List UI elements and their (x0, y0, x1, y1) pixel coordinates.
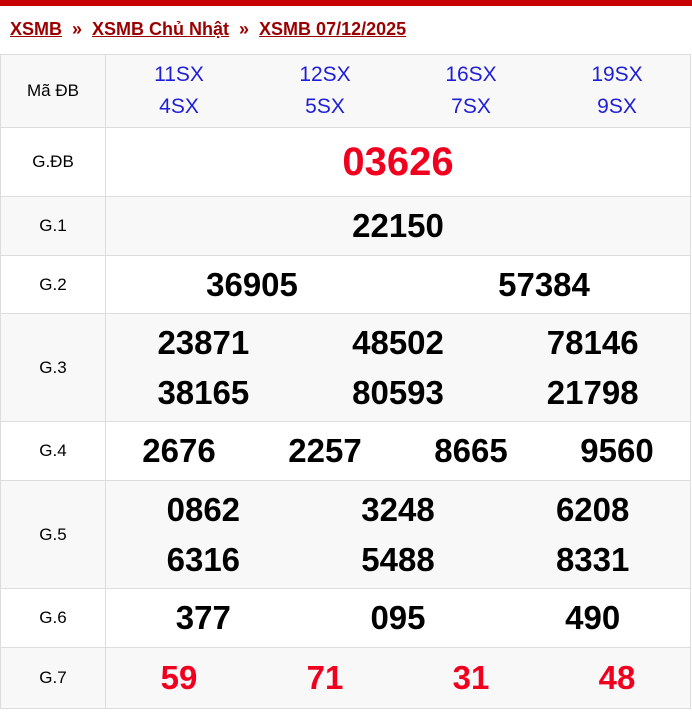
row-ma-db: Mã ĐB 11SX 12SX 16SX 19SX 4SX 5SX 7SX 9SX (0, 54, 691, 128)
number: 377 (175, 599, 231, 636)
row-label: G.7 (0, 647, 106, 709)
code: 16SX (445, 63, 497, 86)
number: 57384 (498, 265, 590, 303)
code: 7SX (451, 95, 491, 118)
row-prize-4: G.4 2676 2257 8665 9560 (0, 421, 691, 481)
number: 6208 (555, 490, 630, 528)
row-prize-7: G.7 59 71 31 48 (0, 647, 691, 709)
code: 4SX (159, 95, 199, 118)
number: 2676 (142, 432, 216, 469)
row-prize-2: G.2 36905 57384 (0, 255, 691, 314)
numbers: 2676 2257 8665 9560 (106, 426, 690, 476)
row-label: G.3 (0, 313, 106, 422)
numbers: 03626 (106, 137, 690, 187)
number: 8331 (555, 540, 630, 578)
number: 78146 (546, 323, 639, 361)
top-bar (0, 0, 692, 6)
row-label: G.6 (0, 588, 106, 648)
code: 5SX (305, 95, 345, 118)
row-prize-5: G.5 0862 3248 6208 6316 5488 8331 (0, 480, 691, 589)
number: 22150 (352, 207, 444, 244)
row-label: G.1 (0, 196, 106, 256)
breadcrumb: XSMB » XSMB Chủ Nhật » XSMB 07/12/2025 (0, 6, 692, 54)
number: 095 (370, 599, 426, 636)
breadcrumb-separator: » (72, 19, 83, 39)
number: 36905 (206, 265, 298, 303)
number: 3248 (361, 490, 435, 528)
number: 03626 (342, 140, 454, 184)
number: 2257 (288, 432, 362, 469)
number: 6316 (166, 540, 241, 578)
row-prize-6: G.6 377 095 490 (0, 588, 691, 648)
code: 19SX (591, 63, 643, 86)
numbers: 22150 (106, 201, 690, 251)
numbers: 0862 3248 6208 6316 5488 8331 (106, 485, 690, 585)
breadcrumb-xsmb-sunday[interactable]: XSMB Chủ Nhật (92, 19, 230, 39)
row-prize-3: G.3 23871 48502 78146 38165 80593 21798 (0, 313, 691, 422)
number: 59 (160, 659, 198, 696)
number: 71 (306, 659, 344, 696)
numbers: 23871 48502 78146 38165 80593 21798 (106, 318, 690, 418)
number: 48502 (352, 323, 444, 361)
number: 490 (565, 599, 621, 636)
number: 0862 (166, 490, 241, 528)
number: 23871 (157, 323, 250, 361)
numbers: 36905 57384 (106, 260, 690, 310)
breadcrumb-xsmb-date[interactable]: XSMB 07/12/2025 (259, 19, 407, 39)
code: 11SX (154, 63, 204, 86)
code: 12SX (299, 63, 351, 86)
number: 80593 (352, 373, 444, 411)
row-label: G.2 (0, 255, 106, 314)
row-label: Mã ĐB (0, 54, 106, 128)
breadcrumb-separator: » (239, 19, 250, 39)
row-prize-1: G.1 22150 (0, 196, 691, 256)
results-table: Mã ĐB 11SX 12SX 16SX 19SX 4SX 5SX 7SX 9SX G.ĐB… (0, 54, 691, 709)
special-codes: 11SX 12SX 16SX 19SX 4SX 5SX 7SX 9SX (106, 59, 690, 123)
row-label: G.5 (0, 480, 106, 589)
row-special-prize: G.ĐB 03626 (0, 127, 691, 197)
number: 38165 (157, 373, 250, 411)
number: 8665 (434, 432, 508, 469)
breadcrumb-xsmb[interactable]: XSMB (10, 19, 63, 39)
numbers: 59 71 31 48 (106, 653, 690, 703)
row-label: G.4 (0, 421, 106, 481)
number: 5488 (361, 540, 435, 578)
number: 9560 (580, 432, 654, 469)
numbers: 377 095 490 (106, 593, 690, 643)
number: 21798 (546, 373, 639, 411)
row-label: G.ĐB (0, 127, 106, 197)
number: 31 (452, 659, 490, 696)
number: 48 (598, 659, 636, 696)
code: 9SX (597, 95, 637, 118)
